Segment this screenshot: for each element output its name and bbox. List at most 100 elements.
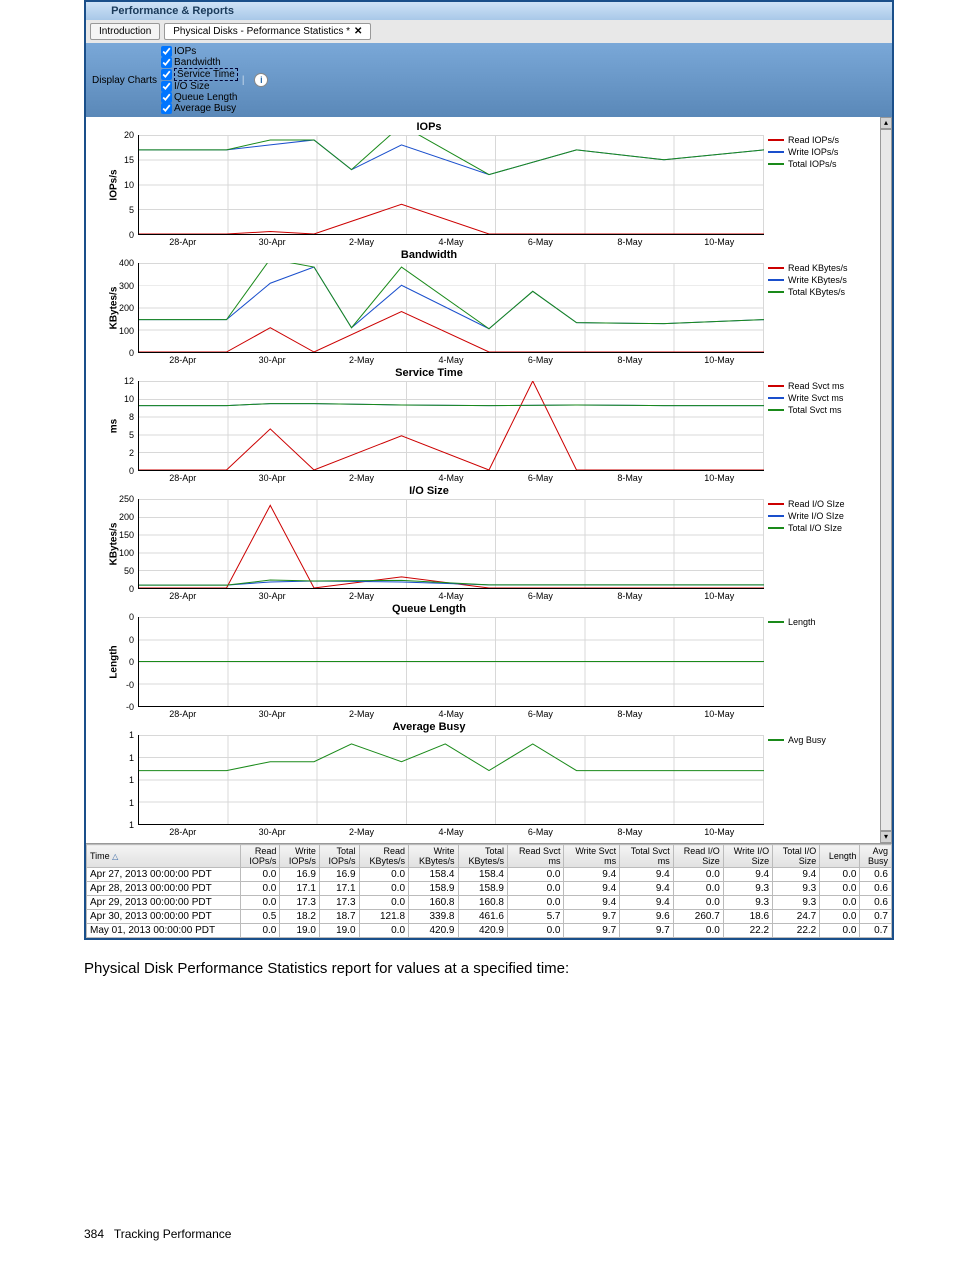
table-cell: 5.7: [507, 910, 563, 924]
checkbox[interactable]: [161, 103, 172, 114]
close-icon[interactable]: ✕: [354, 26, 362, 37]
scrollbar-track[interactable]: [880, 129, 892, 831]
tab-bar: IntroductionPhysical Disks - Peformance …: [86, 20, 892, 43]
table-cell: 24.7: [773, 910, 820, 924]
chart-toggle-iops[interactable]: IOPs: [161, 46, 238, 57]
checkbox[interactable]: [161, 46, 172, 57]
table-cell: 16.9: [280, 868, 320, 882]
legend-item: Read KBytes/s: [768, 263, 878, 273]
table-cell: 9.4: [620, 882, 674, 896]
chart-canvas: [138, 735, 764, 825]
x-tick: 8-May: [585, 825, 674, 837]
y-tick: 0: [129, 635, 134, 645]
tab-physical-disks-peformance-statistics-[interactable]: Physical Disks - Peformance Statistics *…: [164, 23, 371, 40]
chart-toggle-service-time[interactable]: Service Time: [161, 68, 238, 81]
sort-asc-icon: △: [112, 852, 118, 861]
column-header[interactable]: TotalKBytes/s: [458, 845, 507, 868]
y-tick: 1: [129, 820, 134, 830]
chart-service-time: Service Timems0258101228-Apr30-Apr2-May4…: [90, 367, 878, 483]
table-cell: 9.7: [564, 924, 620, 938]
y-tick: 20: [124, 130, 134, 140]
table-cell: 158.4: [458, 868, 507, 882]
y-tick: 100: [119, 326, 134, 336]
x-tick: 2-May: [317, 707, 406, 719]
legend-item: Avg Busy: [768, 735, 878, 745]
table-cell: 0.0: [240, 882, 280, 896]
y-tick: 400: [119, 258, 134, 268]
x-tick: 10-May: [675, 825, 764, 837]
column-header[interactable]: Total I/OSize: [773, 845, 820, 868]
y-tick: 12: [124, 376, 134, 386]
checkbox[interactable]: [161, 57, 172, 68]
x-tick: 2-May: [317, 353, 406, 365]
y-tick: 100: [119, 548, 134, 558]
checkbox[interactable]: [161, 81, 172, 92]
chart-legend: Read Svct msWrite Svct msTotal Svct ms: [768, 367, 878, 483]
column-header[interactable]: Write I/OSize: [723, 845, 772, 868]
x-tick: 6-May: [496, 235, 585, 247]
table-cell: 0.0: [673, 924, 723, 938]
column-header[interactable]: Read Svctms: [507, 845, 563, 868]
page-footer: 384 Tracking Performance: [84, 1227, 231, 1241]
table-cell: Apr 28, 2013 00:00:00 PDT: [87, 882, 241, 896]
column-header[interactable]: Time △: [87, 845, 241, 868]
chart-title: Average Busy: [90, 721, 768, 733]
table-row[interactable]: Apr 27, 2013 00:00:00 PDT0.016.916.90.01…: [87, 868, 892, 882]
table-cell: 22.2: [773, 924, 820, 938]
table-cell: 420.9: [458, 924, 507, 938]
x-tick: 28-Apr: [138, 707, 227, 719]
table-cell: 18.7: [319, 910, 359, 924]
tab-introduction[interactable]: Introduction: [90, 23, 160, 40]
chart-toggle-queue-length[interactable]: Queue Length: [161, 92, 238, 103]
table-cell: 0.0: [673, 896, 723, 910]
table-cell: 0.0: [820, 868, 860, 882]
chart-canvas: [138, 263, 764, 353]
display-charts-toolbar: Display Charts IOPs Bandwidth Service Ti…: [86, 43, 892, 117]
info-icon[interactable]: i: [254, 73, 268, 87]
x-tick: 28-Apr: [138, 589, 227, 601]
column-header[interactable]: Length: [820, 845, 860, 868]
legend-item: Write IOPs/s: [768, 147, 878, 157]
table-row[interactable]: Apr 30, 2013 00:00:00 PDT0.518.218.7121.…: [87, 910, 892, 924]
table-cell: 0.0: [820, 896, 860, 910]
column-header[interactable]: ReadKBytes/s: [359, 845, 408, 868]
y-tick: 1: [129, 730, 134, 740]
table-cell: 160.8: [409, 896, 458, 910]
checkbox[interactable]: [161, 69, 172, 80]
table-row[interactable]: Apr 28, 2013 00:00:00 PDT0.017.117.10.01…: [87, 882, 892, 896]
column-header[interactable]: ReadIOPs/s: [240, 845, 280, 868]
table-row[interactable]: Apr 29, 2013 00:00:00 PDT0.017.317.30.01…: [87, 896, 892, 910]
chart-legend: Length: [768, 603, 878, 719]
checkbox[interactable]: [161, 92, 172, 103]
y-tick: 0: [129, 230, 134, 240]
table-cell: Apr 27, 2013 00:00:00 PDT: [87, 868, 241, 882]
y-tick: 0: [129, 466, 134, 476]
column-header[interactable]: Total Svctms: [620, 845, 674, 868]
column-header[interactable]: WriteKBytes/s: [409, 845, 458, 868]
column-header[interactable]: WriteIOPs/s: [280, 845, 320, 868]
x-tick: 30-Apr: [227, 471, 316, 483]
x-tick: 30-Apr: [227, 589, 316, 601]
scroll-down-icon[interactable]: ▾: [880, 831, 892, 843]
column-header[interactable]: AvgBusy: [860, 845, 892, 868]
legend-item: Length: [768, 617, 878, 627]
table-cell: 0.6: [860, 882, 892, 896]
legend-item: Total KBytes/s: [768, 287, 878, 297]
legend-item: Total Svct ms: [768, 405, 878, 415]
column-header[interactable]: Read I/OSize: [673, 845, 723, 868]
column-header[interactable]: Write Svctms: [564, 845, 620, 868]
scroll-up-icon[interactable]: ▴: [880, 117, 892, 129]
x-tick: 6-May: [496, 825, 585, 837]
chart-toggle-bandwidth[interactable]: Bandwidth: [161, 57, 238, 68]
table-cell: 0.0: [240, 896, 280, 910]
chart-legend: Read I/O SIzeWrite I/O SIzeTotal I/O SIz…: [768, 485, 878, 601]
y-tick: 1: [129, 753, 134, 763]
x-tick: 4-May: [406, 235, 495, 247]
column-header[interactable]: TotalIOPs/s: [319, 845, 359, 868]
table-cell: 9.3: [723, 882, 772, 896]
y-tick: 5: [129, 430, 134, 440]
table-row[interactable]: May 01, 2013 00:00:00 PDT0.019.019.00.04…: [87, 924, 892, 938]
chart-bandwidth: BandwidthKBytes/s010020030040028-Apr30-A…: [90, 249, 878, 365]
chart-toggle-i-o-size[interactable]: I/O Size: [161, 81, 238, 92]
chart-toggle-average-busy[interactable]: Average Busy: [161, 103, 238, 114]
